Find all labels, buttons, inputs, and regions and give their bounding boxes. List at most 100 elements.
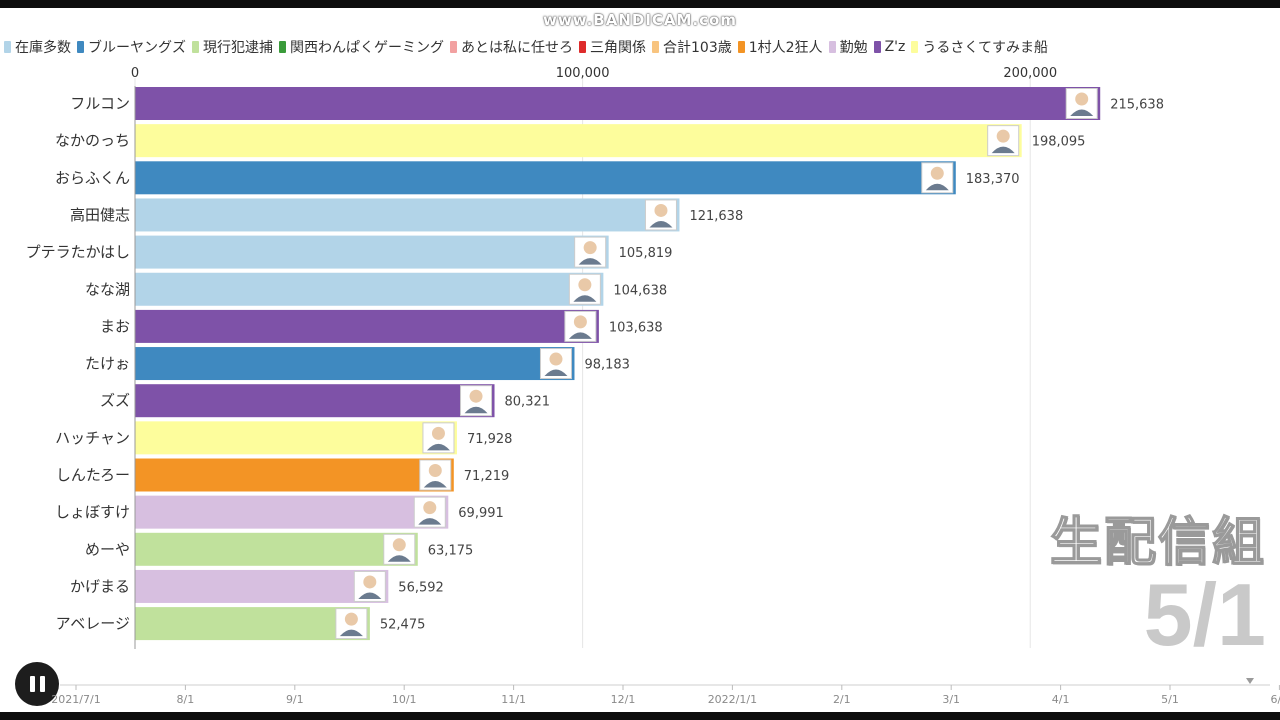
- value-label: 121,638: [689, 209, 743, 224]
- avatar-icon: [539, 348, 572, 380]
- avatar-head: [392, 538, 406, 552]
- legend-label: ブルーヤングズ: [88, 40, 186, 56]
- legend-swatch: [279, 41, 286, 53]
- value-label: 63,175: [428, 543, 474, 558]
- value-label: 104,638: [613, 283, 667, 298]
- legend-label: 関西わんぱくゲーミング: [290, 40, 444, 56]
- avatar-icon: [413, 496, 446, 528]
- avatar-body: [1070, 109, 1094, 116]
- watermark: www.BANDICAM.com: [542, 11, 737, 29]
- avatar-head: [344, 612, 358, 626]
- legend-item[interactable]: 在庫多数: [4, 37, 71, 57]
- category-label: かげまる: [70, 577, 130, 595]
- stamp-date-label: 5/1: [1143, 565, 1266, 664]
- avatar-icon: [419, 459, 452, 491]
- avatar-head: [423, 501, 437, 515]
- category-label: フルコン: [70, 95, 130, 113]
- legend-item[interactable]: 勤勉: [828, 37, 868, 57]
- avatar-head: [578, 278, 592, 292]
- legend-item[interactable]: ブルーヤングズ: [77, 37, 186, 57]
- avatar-body: [578, 258, 602, 265]
- avatar-icon: [987, 125, 1020, 157]
- bottom-bar: [0, 712, 1280, 720]
- x-tick-label: 200,000: [1003, 66, 1057, 81]
- avatar-icon: [574, 236, 607, 268]
- avatar-body: [925, 183, 949, 191]
- legend-swatch: [873, 41, 881, 53]
- avatar-head: [1075, 92, 1089, 106]
- bar: [135, 607, 370, 641]
- bar: [135, 532, 418, 566]
- avatar-icon: [1065, 88, 1098, 119]
- category-label: アベレージ: [56, 615, 130, 633]
- legend-swatch: [192, 41, 199, 53]
- legend-item[interactable]: 合計103歳: [652, 37, 732, 57]
- legend-label: 合計103歳: [663, 40, 732, 56]
- legend-label: 勤勉: [839, 40, 868, 56]
- bar: [135, 161, 956, 195]
- category-label: めーや: [85, 540, 130, 558]
- avatar-head: [583, 241, 597, 255]
- bar: [135, 87, 1101, 120]
- value-label: 103,638: [609, 320, 663, 335]
- bar: [135, 198, 680, 232]
- legend: 在庫多数 ブルーヤングズ 現行犯逮捕 関西わんぱくゲーミング あとは私に任せろ 三角関係 合…: [4, 36, 1276, 58]
- avatar-icon: [460, 385, 493, 417]
- avatar-body: [387, 555, 411, 562]
- avatar-body: [573, 295, 597, 302]
- avatar-head: [363, 575, 377, 589]
- pause-icon: [29, 676, 35, 692]
- legend-item[interactable]: 現行犯逮捕: [192, 37, 273, 57]
- bar-chart: 0 100,000 200,000 フルコン 215,638 なかのっち 198,095 おら…: [26, 66, 1164, 649]
- legend-swatch: [450, 41, 457, 53]
- legend-swatch: [911, 41, 919, 53]
- category-label: なな湖: [85, 280, 130, 298]
- avatar-body: [418, 518, 442, 525]
- value-label: 198,095: [1032, 135, 1086, 150]
- value-label: 71,219: [464, 469, 510, 484]
- value-label: 98,183: [584, 358, 630, 373]
- bar: [135, 384, 495, 418]
- category-label: プテラたかはし: [26, 243, 130, 261]
- avatar-head: [573, 315, 587, 329]
- category-label: しんたろー: [56, 466, 130, 484]
- bar: [135, 458, 454, 492]
- legend-item[interactable]: Z'z: [873, 39, 905, 55]
- legend-label: うるさくてすみま船: [922, 40, 1048, 56]
- legend-label: あとは私に任せろ: [461, 40, 573, 56]
- legend-item[interactable]: 1村人2狂人: [737, 37, 823, 57]
- legend-swatch: [737, 41, 745, 53]
- avatar-body: [991, 146, 1015, 154]
- avatar-icon: [335, 608, 368, 640]
- legend-item[interactable]: 関西わんぱくゲーミング: [279, 37, 444, 57]
- bar: [135, 309, 599, 343]
- category-label: しょぼすけ: [55, 503, 130, 521]
- chart-frame: 在庫多数 ブルーヤングズ 現行犯逮捕 関西わんぱくゲーミング あとは私に任せろ 三角関係 合…: [0, 8, 1280, 712]
- avatar-body: [358, 592, 382, 599]
- value-label: 105,819: [619, 246, 673, 261]
- avatar-body: [568, 332, 592, 339]
- legend-item[interactable]: うるさくてすみま船: [911, 37, 1048, 57]
- date-stamp: 生配信組 5/1: [1006, 500, 1266, 659]
- avatar-body: [426, 443, 450, 451]
- avatar-body: [544, 369, 568, 377]
- category-label: 高田健志: [70, 206, 130, 224]
- x-tick-label: 100,000: [556, 66, 610, 81]
- bar: [135, 569, 389, 603]
- legend-item[interactable]: あとは私に任せろ: [450, 37, 573, 57]
- avatar-head: [428, 464, 442, 477]
- category-label: なかのっち: [55, 132, 130, 150]
- category-label: まお: [100, 317, 130, 335]
- value-label: 69,991: [458, 506, 504, 521]
- avatar-head: [930, 166, 944, 180]
- value-label: 80,321: [505, 395, 551, 410]
- avatar-body: [649, 220, 673, 228]
- avatar-head: [549, 352, 563, 366]
- avatar-body: [464, 406, 488, 414]
- pause-button[interactable]: [15, 662, 59, 706]
- avatar-head: [654, 203, 668, 217]
- legend-item[interactable]: 三角関係: [579, 37, 646, 57]
- value-label: 52,475: [380, 618, 426, 633]
- avatar-head: [996, 129, 1010, 143]
- avatar-body: [339, 629, 363, 637]
